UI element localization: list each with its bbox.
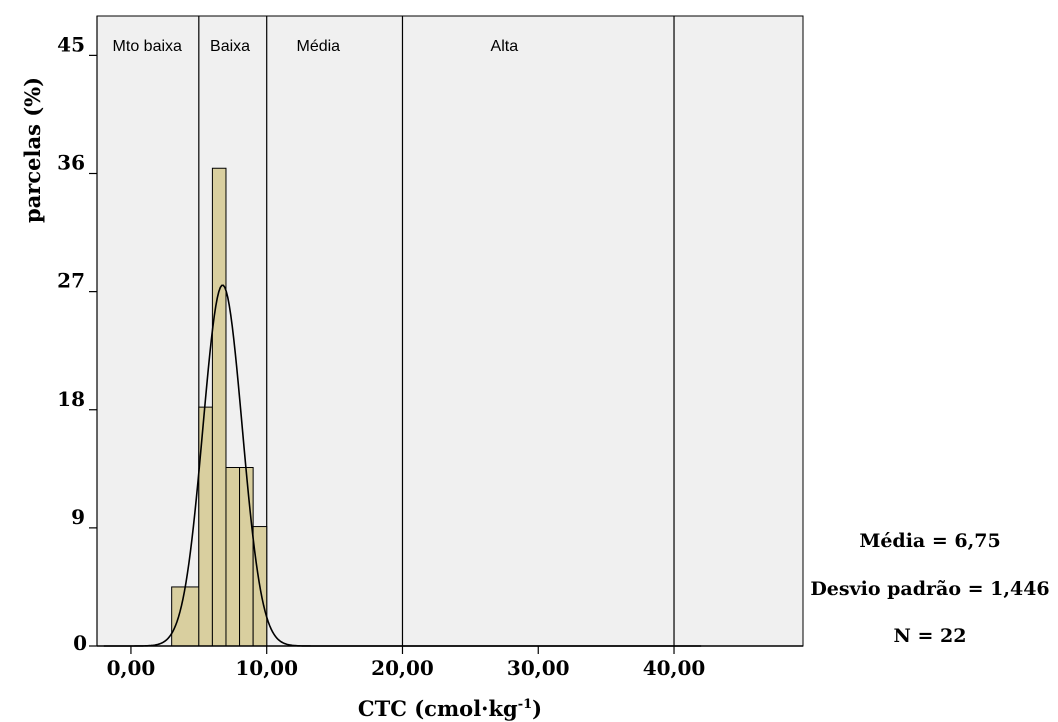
y-axis-ticks: 0 9 18 27 36 45 — [57, 32, 97, 655]
y-tick-label: 36 — [57, 151, 85, 175]
y-tick-label: 27 — [57, 269, 85, 293]
x-tick-label: 10,00 — [235, 656, 298, 680]
y-tick-label: 9 — [71, 505, 85, 529]
x-tick-label: 40,00 — [643, 656, 706, 680]
histogram-bar — [211, 167, 227, 647]
axes — [96, 16, 803, 647]
y-tick-label: 45 — [57, 32, 85, 56]
stat-std-dev: Desvio padrão = 1,446 — [810, 578, 1050, 600]
y-axis-title: parcelas (%) — [20, 77, 45, 223]
stat-n: N = 22 — [893, 625, 967, 647]
histogram-bar — [171, 586, 200, 647]
class-band-label: Média — [297, 38, 341, 55]
x-tick-label: 20,00 — [371, 656, 434, 680]
class-band-label: Mto baixa — [113, 38, 182, 55]
y-tick-label: 18 — [57, 387, 85, 411]
x-tick-label: 30,00 — [507, 656, 570, 680]
histogram-bars — [171, 167, 268, 647]
x-axis-ticks: 0,00 10,00 20,00 30,00 40,00 — [107, 646, 706, 680]
x-tick-label: 0,00 — [107, 656, 156, 680]
class-band-label: Baixa — [210, 38, 250, 55]
histogram-bar — [225, 467, 241, 647]
stat-mean: Média = 6,75 — [859, 530, 1001, 552]
class-band-label: Alta — [491, 38, 519, 55]
x-axis-title: CTC (cmol·kg-1) — [358, 696, 542, 721]
histogram-bar — [239, 467, 254, 647]
y-tick-label: 0 — [73, 631, 87, 655]
x-axis-title-superscript: -1 — [518, 697, 532, 712]
class-band-labels: Mto baixa Baixa Média Alta — [113, 38, 519, 55]
